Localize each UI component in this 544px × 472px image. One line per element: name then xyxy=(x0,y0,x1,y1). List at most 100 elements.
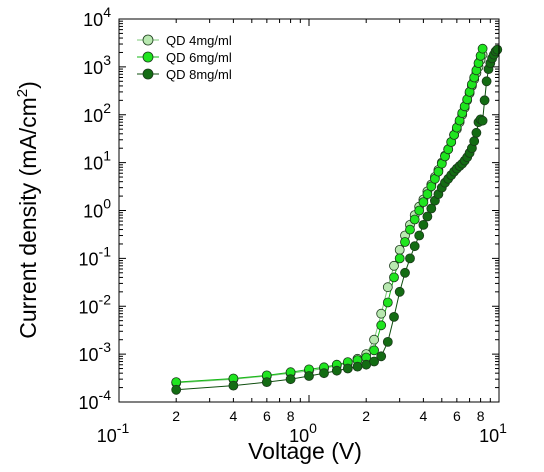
data-point xyxy=(418,197,429,208)
series-line-3 xyxy=(176,49,498,391)
data-point xyxy=(409,241,420,252)
data-point xyxy=(405,224,415,235)
y-axis-title-superscript: 2 xyxy=(14,89,31,97)
data-point xyxy=(481,76,492,87)
x-minor-tick-label: 6 xyxy=(453,408,461,424)
x-minor-tick-label: 4 xyxy=(419,408,427,424)
x-tick-label: 101 xyxy=(479,420,507,446)
data-point xyxy=(394,253,405,264)
data-point xyxy=(409,214,420,225)
y-tick-label-base: 10 xyxy=(79,393,99,413)
x-tick-label: 100 xyxy=(289,420,317,446)
data-point xyxy=(394,286,405,297)
y-tick-label-base: 10 xyxy=(83,58,103,78)
data-point xyxy=(414,205,425,216)
y-tick-label: 10-2 xyxy=(79,291,112,317)
data-point xyxy=(376,308,387,319)
x-minor-tick-label: 4 xyxy=(229,408,237,424)
y-tick-label: 101 xyxy=(83,148,111,174)
series-2-points xyxy=(171,43,488,388)
y-tick-label-exponent: 0 xyxy=(103,196,111,212)
data-point xyxy=(352,361,363,372)
data-point xyxy=(369,334,380,345)
x-tick-label-base: 10 xyxy=(479,426,499,446)
data-point xyxy=(405,253,415,264)
x-minor-tick-label: 2 xyxy=(362,408,370,424)
x-tick-label-exponent: 0 xyxy=(309,420,317,436)
y-tick-label-exponent: 4 xyxy=(103,4,111,20)
y-tick-label-base: 10 xyxy=(79,297,99,317)
data-point xyxy=(477,115,488,126)
legend-marker xyxy=(142,51,154,63)
x-tick-label: 10-1 xyxy=(97,420,130,446)
data-point xyxy=(319,368,329,379)
x-tick-label-base: 10 xyxy=(97,426,117,446)
data-point xyxy=(261,377,272,388)
data-point xyxy=(400,237,410,247)
y-tick-label: 104 xyxy=(83,4,111,30)
data-point xyxy=(382,282,393,293)
data-point xyxy=(285,374,296,385)
x-tick-label-base: 10 xyxy=(289,426,309,446)
data-point xyxy=(389,260,399,271)
y-tick-label-base: 10 xyxy=(79,345,99,365)
y-tick-label: 102 xyxy=(83,100,111,126)
data-point xyxy=(394,244,405,255)
data-point xyxy=(382,336,393,347)
legend-label: QD 8mg/ml xyxy=(166,67,232,82)
y-tick-label: 10-1 xyxy=(79,243,112,269)
data-point xyxy=(400,267,410,278)
y-axis-title-main: Current density (mA/cm xyxy=(15,97,41,339)
y-tick-label-exponent: 1 xyxy=(103,148,111,164)
data-point xyxy=(479,95,490,106)
data-point xyxy=(342,363,353,374)
data-point xyxy=(477,43,488,54)
series-line-2 xyxy=(176,48,484,383)
x-tick-label-exponent: 1 xyxy=(499,420,507,436)
data-point xyxy=(369,356,380,367)
y-tick-label-base: 10 xyxy=(83,202,103,222)
data-point xyxy=(376,351,387,362)
y-tick-label-base: 10 xyxy=(83,106,103,126)
data-point xyxy=(389,272,399,283)
axis-ticks xyxy=(118,18,500,403)
legend: QD 4mg/ml QD 6mg/ml QD 8mg/ml xyxy=(137,33,232,82)
y-tick-label-base: 10 xyxy=(83,10,103,30)
x-minor-tick-label: 8 xyxy=(477,408,485,424)
y-tick-label-base: 10 xyxy=(83,154,103,174)
x-tick-label-exponent: -1 xyxy=(117,420,130,436)
y-tick-label-exponent: -1 xyxy=(99,243,112,259)
y-axis-title: Current density (mA/cm2) xyxy=(14,81,41,339)
series-3-points xyxy=(171,44,503,395)
y-tick-label: 100 xyxy=(83,196,111,222)
data-point xyxy=(389,311,399,322)
legend-marker xyxy=(142,68,154,80)
y-tick-label-exponent: -4 xyxy=(99,387,112,403)
x-minor-tick-label: 2 xyxy=(172,408,180,424)
y-tick-label-exponent: 3 xyxy=(103,52,111,68)
series-1-points xyxy=(171,49,488,388)
data-point xyxy=(469,136,480,147)
y-tick-label-exponent: 2 xyxy=(103,100,111,116)
y-tick-label-base: 10 xyxy=(79,249,99,269)
series-points xyxy=(171,43,503,395)
x-minor-tick-label: 8 xyxy=(287,408,295,424)
series-line-1 xyxy=(176,54,484,384)
data-point xyxy=(422,211,433,222)
data-point xyxy=(171,384,182,395)
legend-label: QD 6mg/ml xyxy=(166,50,232,65)
y-tick-label-exponent: -3 xyxy=(99,339,112,355)
legend-marker xyxy=(142,34,154,46)
data-point xyxy=(418,219,429,230)
x-minor-tick-label: 6 xyxy=(263,408,271,424)
data-point xyxy=(492,44,503,55)
series-lines xyxy=(176,48,498,391)
data-point xyxy=(331,365,342,376)
data-point xyxy=(369,345,380,356)
y-tick-label: 103 xyxy=(83,52,111,78)
y-axis-title-close: ) xyxy=(15,81,41,89)
data-point xyxy=(422,189,433,200)
data-point xyxy=(376,320,387,331)
